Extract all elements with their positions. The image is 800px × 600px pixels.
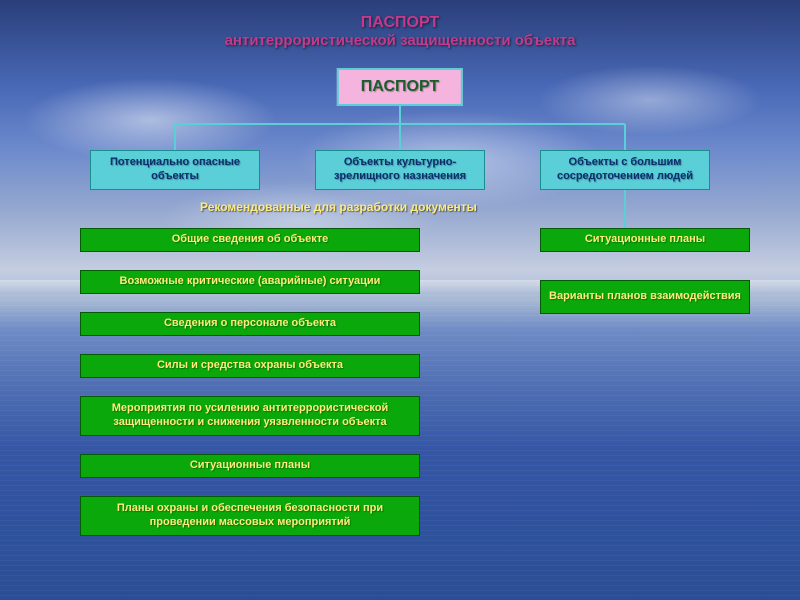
doc-item-right: Варианты планов взаимодействия <box>540 280 750 314</box>
doc-item-left: Ситуационные планы <box>80 454 420 478</box>
child-node-mid: Объекты культурно-зрелищного назначения <box>315 150 485 190</box>
doc-item-left: Силы и средства охраны объекта <box>80 354 420 378</box>
doc-item-left: Общие сведения об объекте <box>80 228 420 252</box>
doc-item-left: Мероприятия по усилению антитеррористиче… <box>80 396 420 436</box>
page-title-main: ПАСПОРТ <box>0 14 800 32</box>
section-label: Рекомендованные для разработки документы <box>200 200 477 214</box>
doc-item-right: Ситуационные планы <box>540 228 750 252</box>
doc-item-left: Планы охраны и обеспечения безопасности … <box>80 496 420 536</box>
child-node-left: Потенциально опасные объекты <box>90 150 260 190</box>
child-node-right: Объекты с большим сосредоточением людей <box>540 150 710 190</box>
page-title-sub: антитеррористической защищенности объект… <box>0 32 800 49</box>
doc-item-left: Возможные критические (аварийные) ситуац… <box>80 270 420 294</box>
doc-item-left: Сведения о персонале объекта <box>80 312 420 336</box>
root-node: ПАСПОРТ <box>337 68 463 106</box>
